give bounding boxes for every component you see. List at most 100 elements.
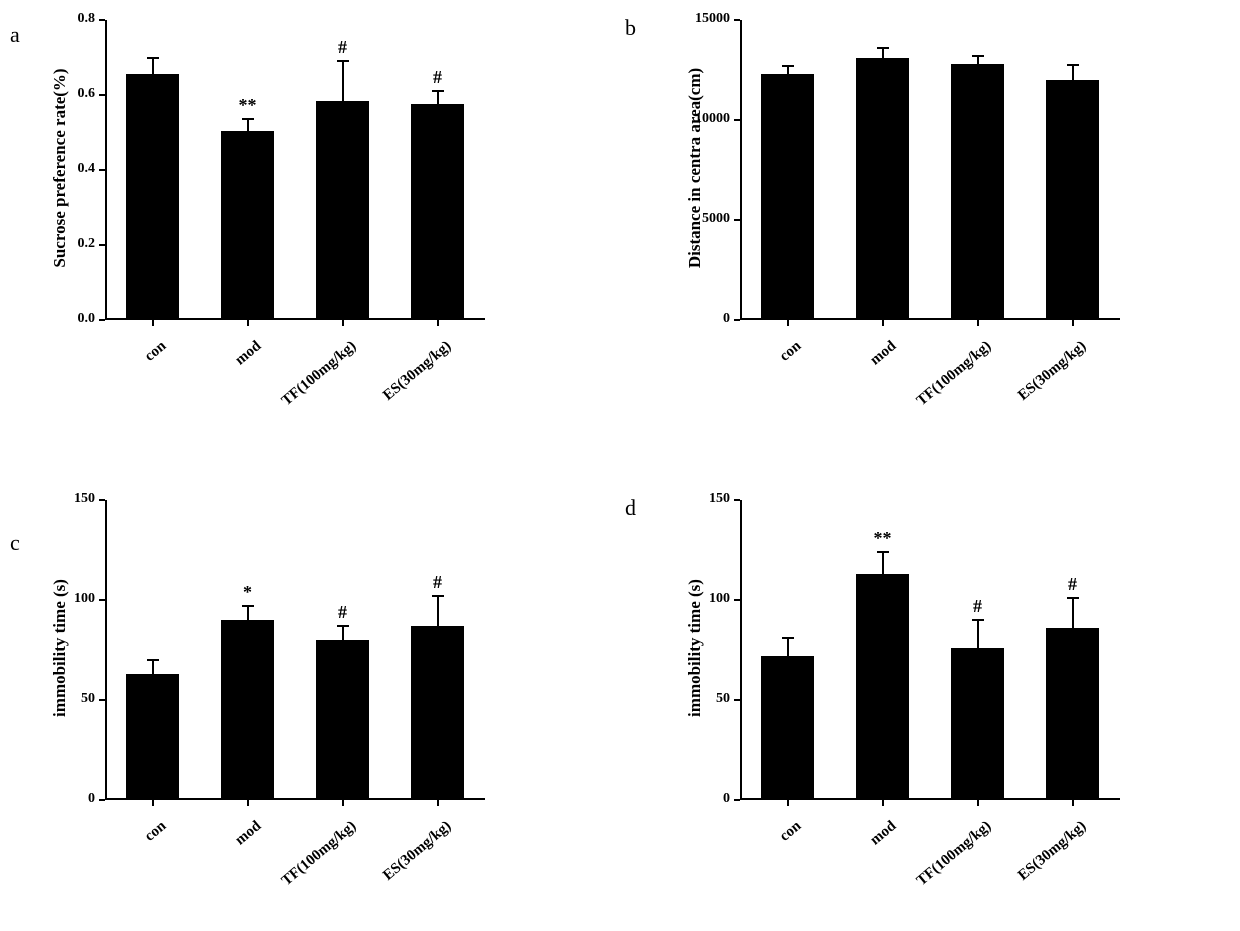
panel-label-c: c — [10, 530, 20, 556]
error-bar — [977, 56, 979, 64]
bar — [316, 640, 368, 800]
y-axis — [740, 20, 742, 320]
bar — [411, 104, 463, 320]
error-bar — [787, 638, 789, 656]
bar — [761, 656, 813, 800]
significance-annotation: # — [958, 596, 998, 617]
figure-root: a0.00.20.40.60.8Sucrose preference rate(… — [0, 0, 1240, 931]
y-tick — [99, 94, 105, 96]
x-tick — [787, 320, 789, 326]
y-tick — [734, 499, 740, 501]
panel-label-b: b — [625, 15, 636, 41]
significance-annotation: # — [418, 572, 458, 593]
error-bar — [787, 66, 789, 74]
y-axis-title: Distance in centra area(cm) — [685, 38, 705, 298]
y-axis — [740, 500, 742, 800]
bar — [1046, 80, 1098, 320]
y-tick — [99, 169, 105, 171]
bar — [761, 74, 813, 320]
significance-annotation: ** — [863, 528, 903, 549]
error-bar — [882, 48, 884, 58]
x-tick — [977, 800, 979, 806]
y-tick — [99, 599, 105, 601]
error-bar — [437, 91, 439, 104]
y-tick-label: 0 — [670, 311, 730, 327]
error-bar — [882, 552, 884, 574]
error-bar — [437, 596, 439, 626]
error-bar — [1072, 598, 1074, 628]
error-bar — [152, 660, 154, 674]
y-tick-label: 0 — [670, 791, 730, 807]
y-tick — [99, 19, 105, 21]
x-tick — [152, 800, 154, 806]
y-tick — [734, 19, 740, 21]
bar — [951, 64, 1003, 320]
error-cap — [877, 47, 889, 49]
x-tick — [247, 320, 249, 326]
panel-label-d: d — [625, 495, 636, 521]
error-bar — [342, 626, 344, 640]
bar — [951, 648, 1003, 800]
x-tick — [437, 800, 439, 806]
bar — [221, 131, 273, 320]
error-cap — [337, 625, 349, 627]
y-tick — [734, 799, 740, 801]
y-axis-title: immobility time (s) — [685, 518, 705, 778]
x-tick — [342, 320, 344, 326]
x-tick — [247, 800, 249, 806]
significance-annotation: ** — [228, 95, 268, 116]
y-tick — [99, 244, 105, 246]
error-bar — [1072, 65, 1074, 80]
error-cap — [432, 90, 444, 92]
bar — [856, 58, 908, 320]
y-tick-label: 15000 — [670, 11, 730, 27]
y-tick — [734, 319, 740, 321]
x-tick — [1072, 320, 1074, 326]
y-tick-label: 150 — [670, 491, 730, 507]
significance-annotation: # — [323, 37, 363, 58]
error-cap — [877, 551, 889, 553]
y-tick — [99, 699, 105, 701]
plot-area-a: 0.00.20.40.60.8Sucrose preference rate(%… — [105, 20, 485, 320]
error-cap — [242, 605, 254, 607]
significance-annotation: * — [228, 582, 268, 603]
y-tick-label: 0.8 — [35, 11, 95, 27]
error-cap — [242, 118, 254, 120]
error-cap — [972, 619, 984, 621]
y-axis — [105, 500, 107, 800]
x-tick — [152, 320, 154, 326]
y-tick — [734, 699, 740, 701]
significance-annotation: # — [418, 67, 458, 88]
x-tick — [437, 320, 439, 326]
bar — [1046, 628, 1098, 800]
error-cap — [972, 55, 984, 57]
error-cap — [147, 57, 159, 59]
y-tick — [99, 499, 105, 501]
x-tick — [1072, 800, 1074, 806]
bar — [126, 674, 178, 800]
y-tick — [734, 599, 740, 601]
error-cap — [1067, 597, 1079, 599]
x-tick — [342, 800, 344, 806]
y-tick-label: 0.0 — [35, 311, 95, 327]
bar — [316, 101, 368, 320]
x-tick — [787, 800, 789, 806]
y-tick-label: 0 — [35, 791, 95, 807]
y-tick — [734, 119, 740, 121]
error-cap — [782, 65, 794, 67]
y-axis-title: Sucrose preference rate(%) — [50, 38, 70, 298]
y-axis-title: immobility time (s) — [50, 518, 70, 778]
error-cap — [1067, 64, 1079, 66]
error-bar — [247, 606, 249, 620]
plot-area-b: 050001000015000Distance in centra area(c… — [740, 20, 1120, 320]
significance-annotation: # — [323, 602, 363, 623]
bar — [221, 620, 273, 800]
error-bar — [342, 61, 344, 100]
error-cap — [782, 637, 794, 639]
error-bar — [977, 620, 979, 648]
bar — [126, 74, 178, 320]
x-tick — [882, 320, 884, 326]
bar — [411, 626, 463, 800]
y-tick — [99, 319, 105, 321]
x-tick — [882, 800, 884, 806]
